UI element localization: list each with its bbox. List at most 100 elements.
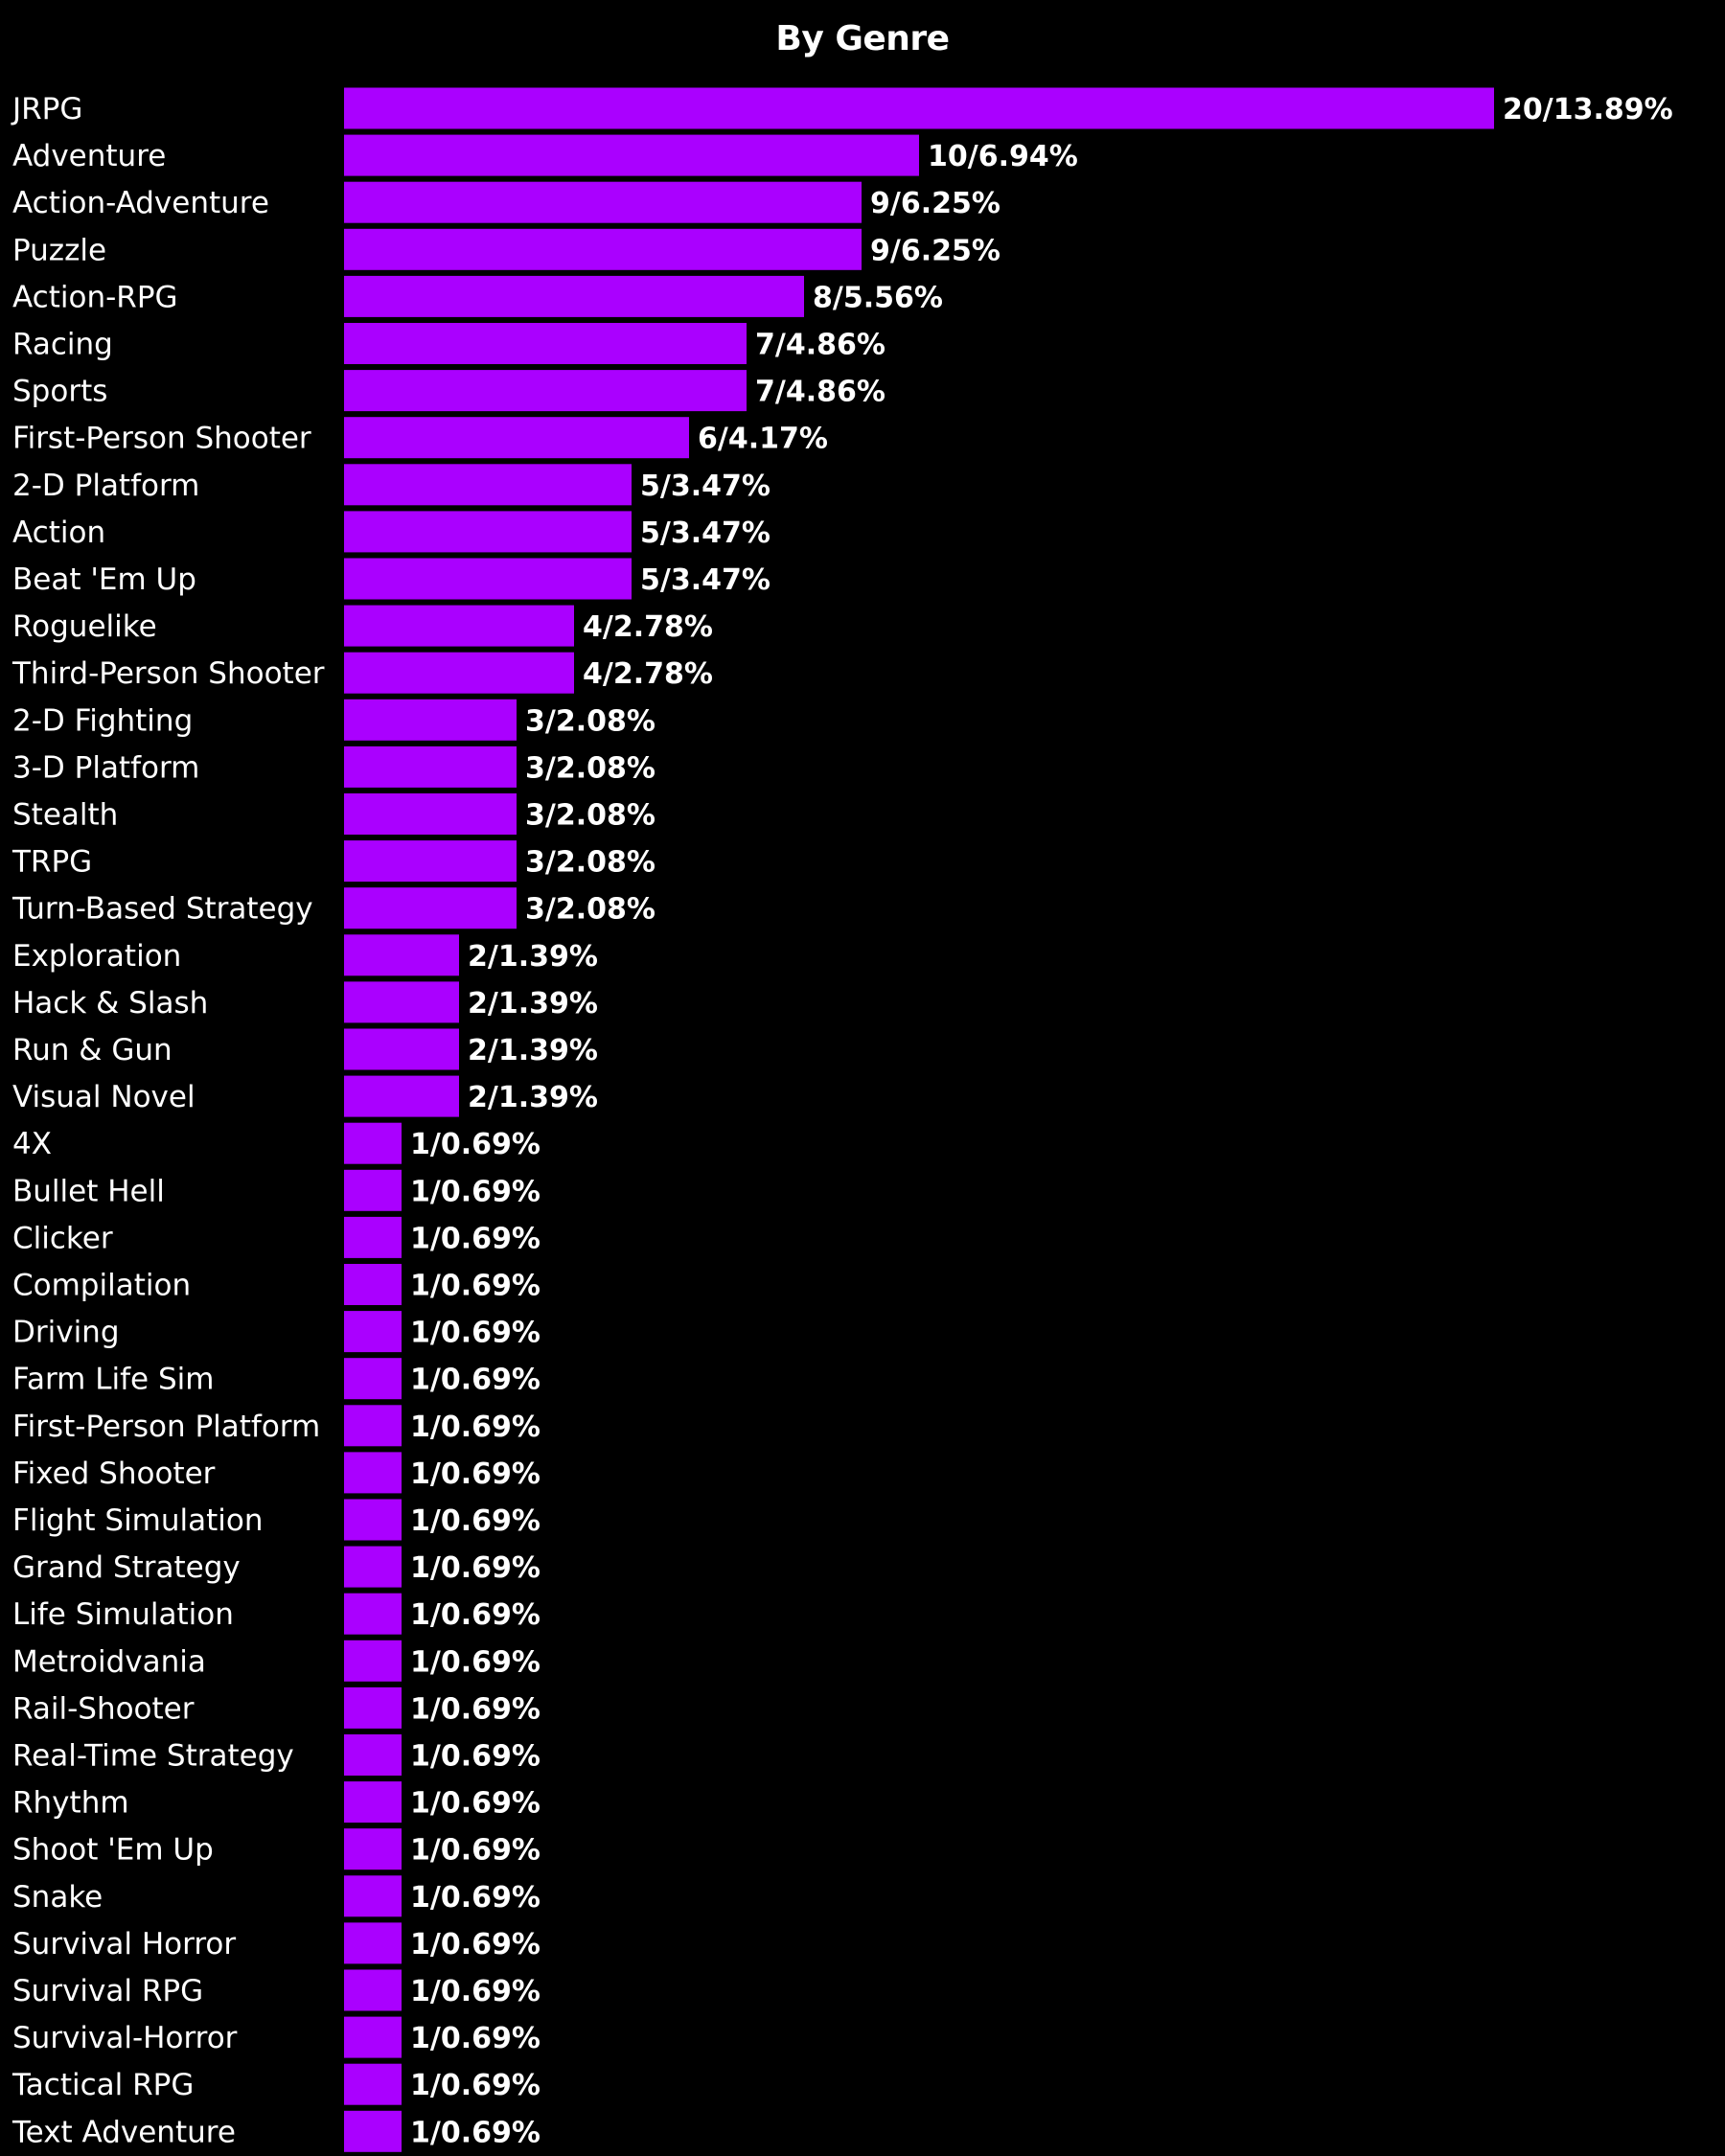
category-label: Compilation <box>12 1269 191 1303</box>
category-label: Exploration <box>12 939 181 974</box>
bar <box>344 1264 402 1305</box>
value-label: 1/0.69% <box>410 1175 540 1208</box>
bar <box>344 1969 402 2011</box>
value-label: 20/13.89% <box>1503 93 1673 126</box>
category-label: Shoot 'Em Up <box>12 1833 214 1868</box>
category-label: Action-RPG <box>12 280 178 314</box>
bar <box>344 1546 402 1588</box>
value-label: 1/0.69% <box>410 1787 540 1821</box>
bar <box>344 2110 402 2152</box>
value-label: 1/0.69% <box>410 1504 540 1538</box>
value-label: 1/0.69% <box>410 1598 540 1632</box>
category-label: 4X <box>12 1127 52 1161</box>
value-label: 8/5.56% <box>813 281 943 314</box>
category-label: Visual Novel <box>12 1080 196 1114</box>
value-label: 1/0.69% <box>410 2069 540 2102</box>
bar <box>344 1169 402 1211</box>
bar <box>344 181 862 223</box>
bar <box>344 1075 459 1117</box>
category-label: Fixed Shooter <box>12 1456 216 1491</box>
category-label: Sports <box>12 375 107 409</box>
value-label: 5/3.47% <box>640 470 770 503</box>
category-label: Driving <box>12 1316 120 1350</box>
bar <box>344 1216 402 1258</box>
value-label: 1/0.69% <box>410 1928 540 1961</box>
bar <box>344 228 862 270</box>
value-label: 2/1.39% <box>468 940 598 974</box>
value-label: 10/6.94% <box>928 140 1078 173</box>
category-label: 2-D Platform <box>12 469 199 503</box>
value-label: 1/0.69% <box>410 1270 540 1303</box>
value-label: 5/3.47% <box>640 516 770 550</box>
category-label: Real-Time Strategy <box>12 1739 294 1774</box>
value-label: 1/0.69% <box>410 1740 540 1774</box>
category-label: Farm Life Sim <box>12 1363 214 1397</box>
bar <box>344 840 517 883</box>
value-label: 6/4.17% <box>698 423 828 456</box>
bar <box>344 1311 402 1353</box>
bar <box>344 1499 402 1541</box>
category-label: Hack & Slash <box>12 986 208 1021</box>
category-label: Run & Gun <box>12 1033 172 1067</box>
category-label: Survival-Horror <box>12 2021 238 2055</box>
bar <box>344 1734 402 1776</box>
category-label: Snake <box>12 1880 103 1915</box>
bar <box>344 558 632 600</box>
category-label: Bullet Hell <box>12 1174 165 1208</box>
value-label: 1/0.69% <box>410 1834 540 1868</box>
category-label: Grand Strategy <box>12 1550 241 1585</box>
value-label: 3/2.08% <box>525 893 656 927</box>
bar <box>344 417 689 459</box>
value-label: 2/1.39% <box>468 987 598 1021</box>
value-label: 2/1.39% <box>468 1081 598 1114</box>
value-label: 1/0.69% <box>410 1457 540 1491</box>
bar <box>344 1452 402 1494</box>
value-label: 7/4.86% <box>755 376 886 409</box>
value-label: 3/2.08% <box>525 751 656 785</box>
value-label: 1/0.69% <box>410 1411 540 1444</box>
category-label: Adventure <box>12 139 166 173</box>
value-label: 1/0.69% <box>410 1222 540 1255</box>
value-label: 3/2.08% <box>525 799 656 833</box>
bar <box>344 887 517 929</box>
bar <box>344 275 804 317</box>
category-label: Third-Person Shooter <box>12 656 325 691</box>
bar <box>344 323 747 364</box>
category-label: Puzzle <box>12 233 106 267</box>
category-label: First-Person Platform <box>12 1410 320 1444</box>
value-label: 1/0.69% <box>410 1551 540 1585</box>
bar <box>344 934 459 976</box>
bars-layer: JRPG 20/13.89% Adventure 10/6.94% Action-Adv… <box>11 87 1673 2152</box>
value-label: 1/0.69% <box>410 2116 540 2149</box>
bar <box>344 1781 402 1823</box>
value-label: 1/0.69% <box>410 2022 540 2055</box>
value-label: 1/0.69% <box>410 1364 540 1397</box>
chart-title: By Genre <box>775 19 950 58</box>
category-label: Racing <box>12 328 113 362</box>
category-label: TRPG <box>12 845 92 880</box>
category-label: JRPG <box>11 92 82 126</box>
category-label: Rail-Shooter <box>12 1691 195 1726</box>
category-label: Flight Simulation <box>12 1503 264 1538</box>
bar <box>344 1828 402 1870</box>
bar <box>344 1875 402 1917</box>
value-label: 1/0.69% <box>410 1975 540 2008</box>
value-label: 1/0.69% <box>410 1317 540 1350</box>
bar <box>344 1593 402 1635</box>
bar <box>344 699 517 741</box>
bar <box>344 981 459 1023</box>
category-label: Clicker <box>12 1221 113 1255</box>
category-label: Survival RPG <box>12 1974 203 2008</box>
bar <box>344 2016 402 2058</box>
bar <box>344 464 632 506</box>
value-label: 9/6.25% <box>870 187 1000 220</box>
value-label: 3/2.08% <box>525 846 656 880</box>
category-label: Turn-Based Strategy <box>12 892 313 927</box>
category-label: Action <box>12 516 105 550</box>
bar <box>344 1358 402 1400</box>
category-label: Rhythm <box>12 1786 129 1821</box>
bar <box>344 370 747 412</box>
category-label: Text Adventure <box>12 2115 236 2149</box>
category-label: Action-Adventure <box>12 186 269 220</box>
